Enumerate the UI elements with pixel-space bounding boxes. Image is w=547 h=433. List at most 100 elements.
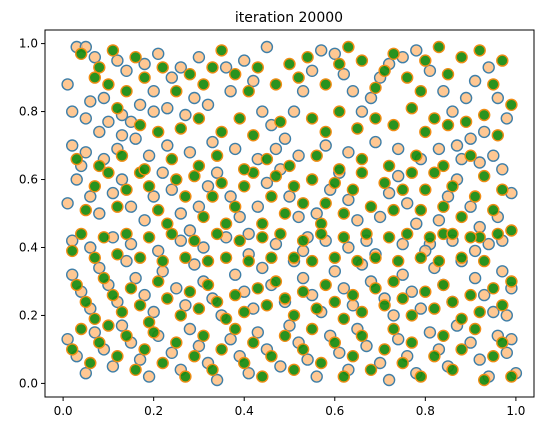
- scatter-point-s1-79: [256, 217, 269, 230]
- scatter-point-s0-24: [111, 54, 124, 67]
- scatter-point-s1-136: [351, 254, 364, 268]
- scatter-point-s0-122: [179, 299, 192, 312]
- scatter-point-s1-183: [387, 275, 400, 288]
- axes-frame: [44, 29, 535, 398]
- scatter-point-s1-246: [165, 152, 179, 166]
- scatter-point-s1-202: [120, 329, 133, 342]
- scatter-point-s0-167: [142, 370, 156, 383]
- scatter-point-s0-103: [482, 237, 495, 251]
- y-tick-label: 0.4: [19, 240, 38, 254]
- scatter-point-s1-219: [287, 363, 301, 376]
- scatter-point-s0-152: [478, 288, 491, 302]
- scatter-point-s0-78: [233, 210, 246, 224]
- scatter-point-s1-6: [138, 71, 151, 84]
- scatter-point-s0-69: [147, 190, 160, 203]
- scatter-point-s1-118: [156, 254, 169, 268]
- scatter-point-s1-82: [278, 207, 292, 220]
- scatter-point-s1-52: [351, 122, 364, 135]
- scatter-point-s0-72: [174, 207, 188, 220]
- scatter-point-s1-257: [437, 159, 450, 173]
- scatter-point-s0-29: [260, 40, 274, 54]
- scatter-point-s1-101: [446, 180, 459, 193]
- scatter-point-s0-5: [84, 95, 97, 108]
- scatter-point-s0-95: [401, 197, 414, 210]
- scatter-point-s0-154: [496, 265, 509, 278]
- scatter-point-s1-215: [247, 336, 260, 349]
- scatter-point-s1-159: [151, 275, 165, 288]
- scatter-point-s0-206: [79, 146, 93, 159]
- scatter-point-s0-28: [237, 54, 251, 67]
- scatter-point-s1-145: [446, 227, 459, 241]
- scatter-point-s1-19: [292, 71, 305, 84]
- scatter-point-s1-13: [215, 44, 228, 57]
- scatter-point-s0-67: [124, 200, 138, 213]
- scatter-point-s0-218: [342, 146, 355, 159]
- scatter-point-s1-38: [405, 101, 418, 115]
- scatter-point-s0-183: [301, 353, 314, 366]
- y-axis: 0.0 0.2 0.4 0.6 0.8 1.0: [19, 37, 45, 390]
- scatter-point-s1-26: [378, 64, 391, 78]
- scatter-point-s1-153: [97, 271, 111, 285]
- scatter-point-s0-163: [106, 360, 120, 373]
- scatter-point-s1-147: [464, 231, 477, 244]
- scatter-point-s0-98: [432, 214, 446, 227]
- scatter-point-s1-95: [396, 183, 409, 196]
- scatter-point-s1-83: [287, 180, 301, 193]
- scatter-point-s1-138: [369, 251, 382, 264]
- scatter-point-s1-106: [496, 183, 509, 196]
- scatter-point-s0-172: [192, 339, 206, 353]
- scatter-point-s1-239: [487, 350, 500, 363]
- scatter-point-s1-12: [206, 61, 219, 74]
- scatter-point-s1-35: [487, 78, 500, 91]
- scatter-point-s0-177: [242, 367, 255, 380]
- scatter-point-s1-7: [129, 51, 142, 64]
- scatter-point-s0-51: [446, 105, 459, 118]
- scatter-point-s1-226: [355, 329, 369, 342]
- scatter-point-s1-11: [197, 78, 210, 91]
- scatter-point-s1-47: [247, 129, 260, 142]
- scatter-point-s0-184: [310, 370, 323, 383]
- scatter-point-s1-211: [206, 363, 219, 376]
- scatter-point-s0-199: [464, 336, 477, 349]
- scatter-point-s1-254: [355, 152, 369, 166]
- scatter-point-s1-214: [237, 356, 251, 370]
- scatter-point-s0-144: [396, 268, 409, 281]
- scatter-point-s1-232: [414, 370, 427, 383]
- scatter-point-s1-32: [441, 67, 455, 81]
- scatter-point-s0-210: [161, 139, 174, 152]
- scatter-point-s0-35: [278, 132, 292, 145]
- scatter-point-s1-93: [378, 176, 391, 190]
- scatter-point-s1-114: [111, 248, 124, 261]
- scatter-point-s0-39: [315, 44, 328, 57]
- scatter-point-s1-51: [333, 105, 346, 118]
- scatter-point-s0-190: [373, 356, 387, 370]
- scatter-point-s1-161: [174, 309, 188, 322]
- scatter-point-s1-98: [419, 183, 432, 196]
- scatter-point-s1-160: [161, 292, 174, 305]
- scatter-point-s0-31: [224, 84, 237, 98]
- scatter-point-s0-57: [478, 125, 491, 139]
- scatter-point-s1-247: [192, 159, 206, 173]
- scatter-point-s1-155: [115, 305, 129, 319]
- scatter-point-s0-63: [84, 190, 97, 203]
- scatter-point-s1-171: [269, 275, 283, 288]
- scatter-point-s0-76: [210, 166, 224, 179]
- scatter-point-s0-220: [392, 142, 405, 156]
- scatter-point-s0-96: [410, 217, 423, 230]
- scatter-point-s1-54: [387, 118, 400, 132]
- scatter-point-s1-134: [328, 251, 341, 264]
- scatter-point-s1-43: [174, 122, 188, 135]
- scatter-point-s0-44: [364, 91, 378, 105]
- scatter-point-s1-24: [355, 54, 369, 67]
- scatter-point-s0-209: [142, 149, 156, 162]
- scatter-point-s0-119: [147, 305, 160, 319]
- scatter-point-s1-185: [405, 309, 418, 322]
- scatter-point-s0-145: [405, 285, 418, 298]
- scatter-point-s0-54: [482, 61, 495, 74]
- scatter-point-s1-258: [464, 149, 477, 162]
- scatter-point-s0-213: [228, 142, 242, 156]
- scatter-point-s1-10: [183, 67, 197, 81]
- x-tick-label: 0.0: [54, 404, 73, 418]
- scatter-point-s0-200: [473, 353, 486, 366]
